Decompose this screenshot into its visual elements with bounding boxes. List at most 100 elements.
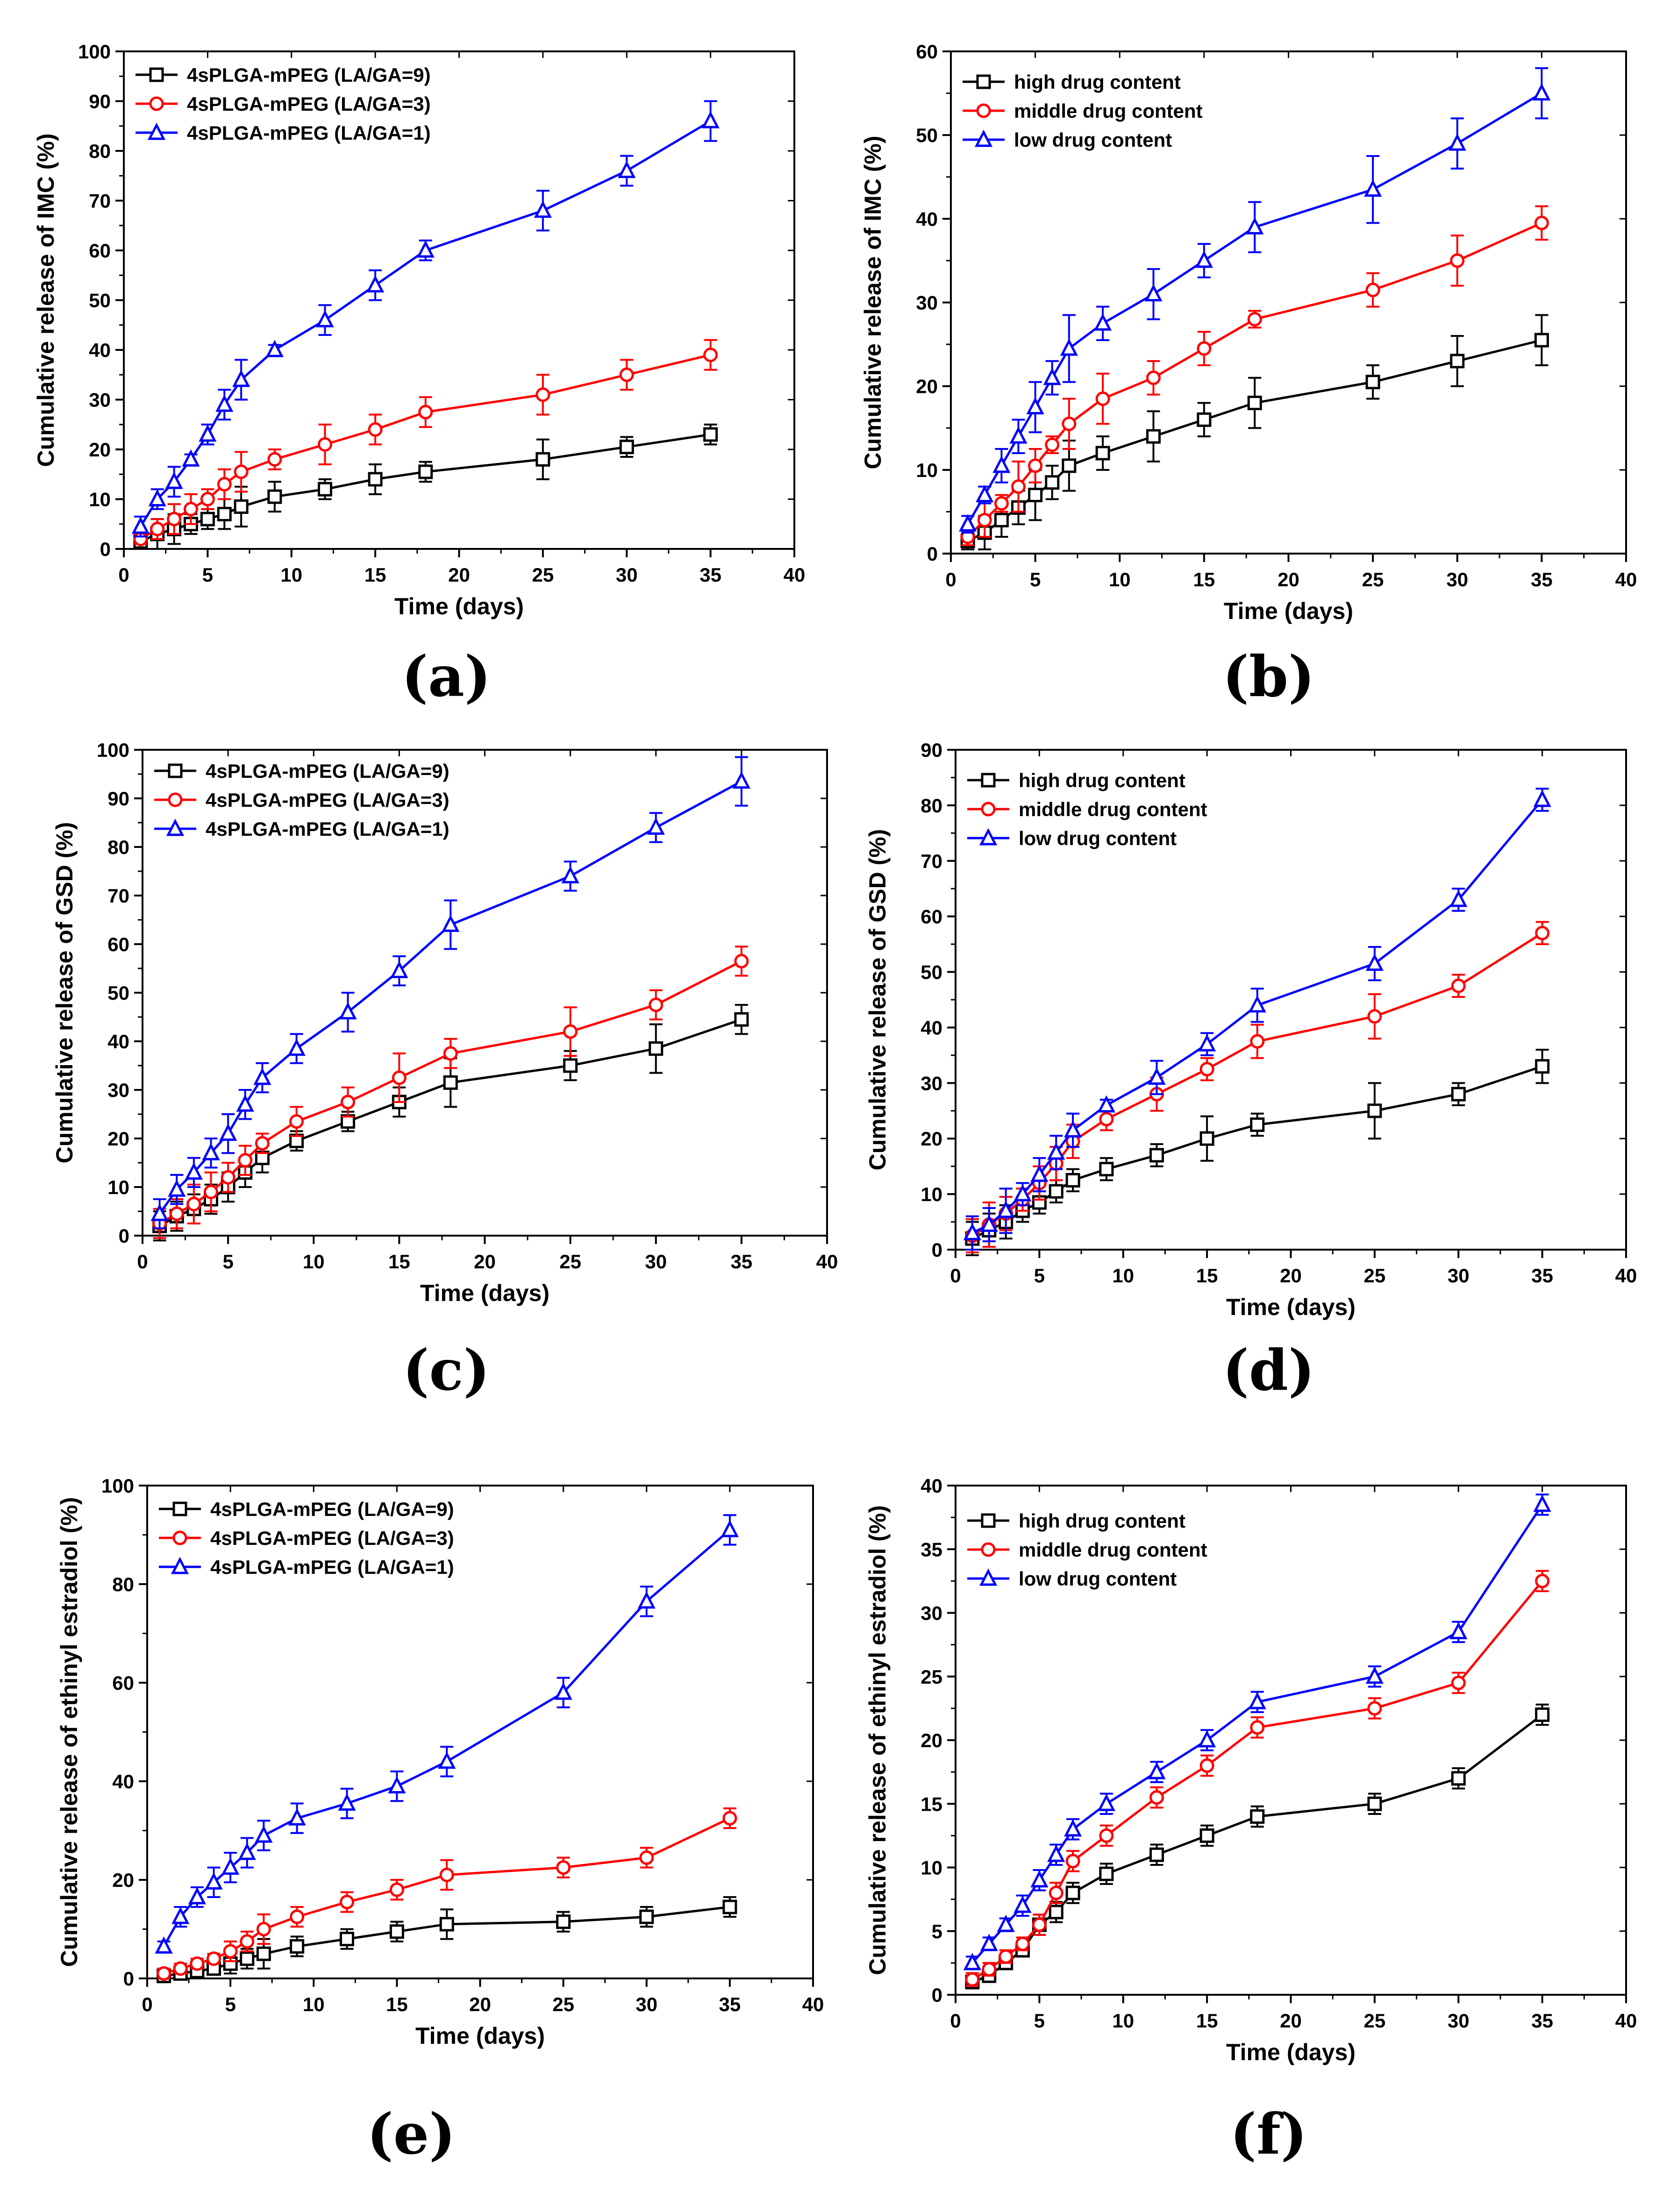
data-point <box>1197 412 1212 427</box>
data-point <box>1367 1009 1382 1024</box>
legend-marker <box>149 96 164 111</box>
data-point <box>223 1944 238 1959</box>
data-point <box>997 1914 1015 1932</box>
data-point <box>234 464 249 479</box>
x-tick-label: 5 <box>222 1251 233 1273</box>
y-tick-label: 30 <box>89 389 111 411</box>
data-point <box>205 1872 223 1890</box>
data-point <box>1198 1730 1216 1748</box>
data-point <box>1250 1809 1265 1824</box>
y-tick-label: 0 <box>100 538 111 560</box>
y-axis-title: Cumulative release of GSD (%) <box>864 829 891 1171</box>
data-point <box>240 1934 255 1949</box>
y-tick-label: 10 <box>916 459 938 481</box>
series-2 <box>157 1807 737 1981</box>
x-tick-label: 15 <box>386 1993 408 2015</box>
series-3 <box>131 100 720 538</box>
data-point <box>438 1751 456 1769</box>
data-point <box>1047 1142 1065 1160</box>
x-tick-label: 15 <box>364 564 386 586</box>
data-point <box>1250 1117 1265 1132</box>
series-1 <box>960 314 1549 551</box>
x-tick-label: 35 <box>731 1251 753 1273</box>
data-point <box>442 914 460 932</box>
data-point <box>338 1793 356 1811</box>
legend-marker <box>976 74 991 89</box>
series-3 <box>155 1514 739 1954</box>
data-point <box>1247 312 1262 327</box>
data-point <box>253 1067 271 1085</box>
x-tick-label: 5 <box>225 1993 236 2015</box>
y-tick-label: 100 <box>78 41 111 63</box>
data-point <box>1247 396 1262 410</box>
y-tick-label: 0 <box>123 1968 134 1990</box>
data-point <box>1026 397 1044 414</box>
y-tick-label: 60 <box>921 906 942 928</box>
y-tick-label: 20 <box>916 376 938 398</box>
x-tick-label: 0 <box>950 1265 961 1287</box>
legend-label: high drug content <box>1019 1510 1185 1532</box>
y-axis-title: Cumulative release of IMC (%) <box>33 133 59 467</box>
data-point <box>1009 426 1028 444</box>
legend-label: 4sPLGA-mPEG (LA/GA=3) <box>210 1527 454 1549</box>
data-point <box>318 482 332 497</box>
data-point <box>1535 925 1550 940</box>
data-point <box>204 1184 218 1199</box>
y-tick-label: 40 <box>107 1031 129 1053</box>
data-point <box>1250 1034 1265 1049</box>
data-point <box>439 1917 454 1932</box>
data-point <box>1097 1095 1115 1113</box>
x-tick-label: 25 <box>1362 569 1384 590</box>
x-tick-label: 5 <box>202 564 213 586</box>
y-tick-label: 30 <box>921 1602 942 1624</box>
data-point <box>554 1682 572 1700</box>
legend-marker <box>168 792 183 807</box>
data-point <box>131 516 150 534</box>
data-point <box>1013 1895 1032 1913</box>
legend-label: 4sPLGA-mPEG (LA/GA=9) <box>187 64 431 86</box>
chart-panel-c: 0 5 10 15 20 25 30 35 40 0 10 20 30 40 50 60 70 80 90 100 Ti… <box>51 739 838 1403</box>
x-tick-label: 25 <box>1364 1265 1386 1287</box>
y-tick-label: 50 <box>921 961 942 983</box>
data-point <box>418 405 433 420</box>
y-tick-label: 40 <box>921 1017 942 1038</box>
x-tick-label: 40 <box>1615 2010 1637 2032</box>
x-tick-label: 40 <box>1615 1265 1637 1287</box>
data-point <box>1097 1793 1115 1811</box>
series-3 <box>959 67 1551 534</box>
data-point <box>1198 1034 1216 1052</box>
data-point <box>443 1075 458 1090</box>
data-point <box>290 1939 305 1954</box>
y-tick-label: 35 <box>921 1538 942 1560</box>
y-axis-title: Cumulative release of IMC (%) <box>860 135 886 469</box>
y-tick-label: 50 <box>89 290 111 312</box>
data-point <box>535 452 550 467</box>
data-point <box>1064 1120 1082 1138</box>
x-tick-label: 10 <box>303 1993 325 2015</box>
x-tick-label: 15 <box>388 1251 410 1273</box>
legend-label: low drug content <box>1019 827 1177 849</box>
chart-panel-d: 0 5 10 15 20 25 30 35 40 0 10 20 30 40 50 60 70 80 90 Time … <box>864 739 1637 1403</box>
data-point <box>1049 1885 1063 1900</box>
data-point <box>185 1162 203 1180</box>
y-tick-label: 10 <box>921 1183 942 1205</box>
data-point <box>388 1776 406 1794</box>
data-point <box>1367 1701 1382 1716</box>
data-point <box>232 370 250 387</box>
y-tick-label: 10 <box>107 1176 129 1198</box>
data-point <box>1248 995 1266 1013</box>
data-point <box>994 512 1009 527</box>
x-tick-label: 35 <box>1531 1265 1553 1287</box>
data-point <box>340 1894 354 1909</box>
y-tick-label: 30 <box>916 292 938 314</box>
data-point <box>734 953 749 968</box>
data-point <box>963 1223 981 1240</box>
data-point <box>556 1860 571 1875</box>
series-3 <box>150 756 750 1230</box>
x-tick-label: 5 <box>1034 1265 1045 1287</box>
data-point <box>190 1956 205 1971</box>
data-point <box>288 1808 306 1826</box>
legend: high drug content middle drug content low … <box>967 769 1207 849</box>
data-point <box>199 424 217 442</box>
data-point <box>200 512 215 526</box>
